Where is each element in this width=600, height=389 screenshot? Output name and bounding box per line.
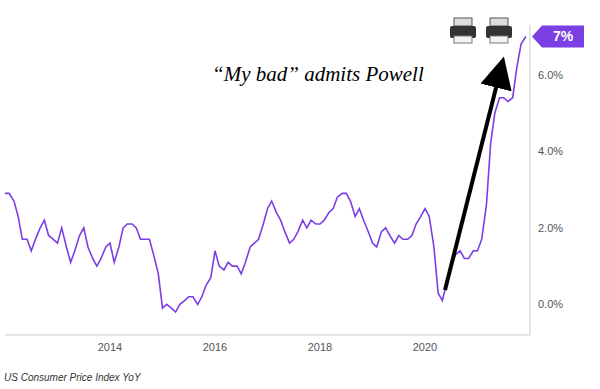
svg-text:2020: 2020 (413, 341, 437, 353)
html-text:“My bad” admits Powell: “My bad” admits Powell (212, 62, 424, 86)
svg-text:4.0%: 4.0% (538, 145, 563, 157)
svg-text:2016: 2016 (203, 341, 227, 353)
svg-text:6.0%: 6.0% (538, 69, 563, 81)
svg-text:2018: 2018 (308, 341, 332, 353)
html-text:US Consumer Price Index YoY: US Consumer Price Index YoY (4, 372, 141, 383)
svg-text:2014: 2014 (98, 341, 122, 353)
svg-text:7%: 7% (553, 28, 574, 44)
svg-text:0.0%: 0.0% (538, 298, 563, 310)
svg-text:2.0%: 2.0% (538, 222, 563, 234)
